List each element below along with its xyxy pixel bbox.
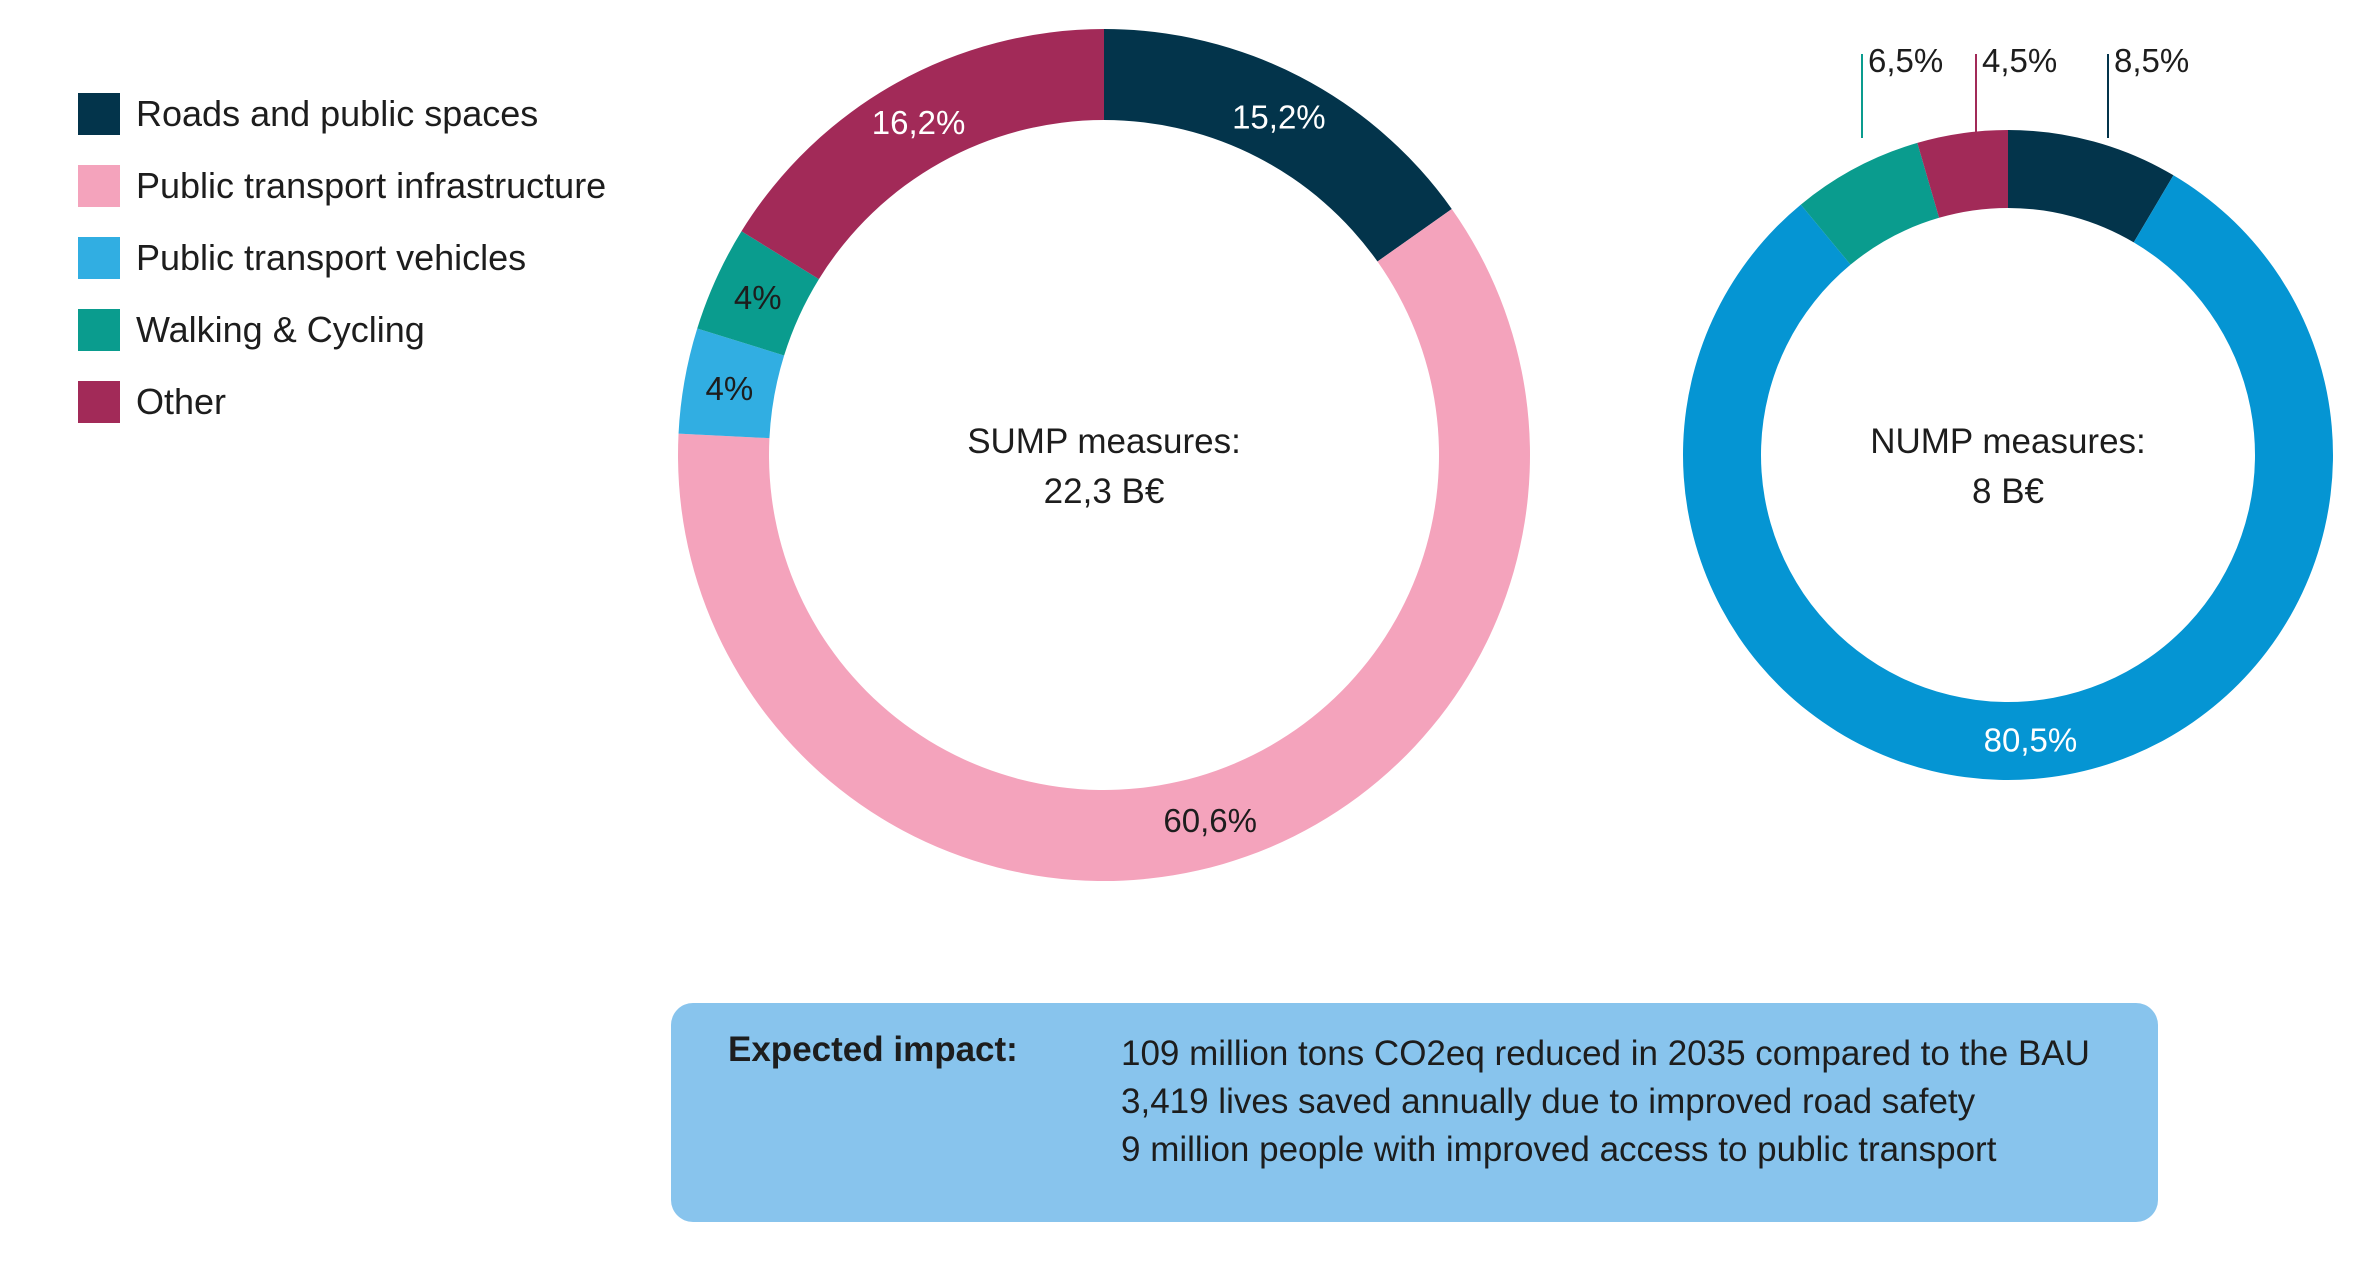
legend-swatch xyxy=(78,237,120,279)
slice-label: 8,5% xyxy=(2114,42,2189,79)
legend-swatch xyxy=(78,93,120,135)
legend-item-other: Other xyxy=(78,366,606,438)
donut-slice-other xyxy=(741,29,1104,280)
legend: Roads and public spaces Public transport… xyxy=(78,78,606,438)
impact-lines: 109 million tons CO2eq reduced in 2035 c… xyxy=(1121,1030,2090,1174)
legend-item-walking-cycling: Walking & Cycling xyxy=(78,294,606,366)
legend-swatch xyxy=(78,381,120,423)
legend-label: Roads and public spaces xyxy=(136,93,539,134)
donut-slice-public-transport-vehicles xyxy=(678,328,785,439)
legend-label: Other xyxy=(136,381,227,422)
impact-line: 3,419 lives saved annually due to improv… xyxy=(1121,1082,1976,1121)
donut-slice-other xyxy=(1917,130,2008,218)
legend-item-roads: Roads and public spaces xyxy=(78,78,606,150)
legend-swatch xyxy=(78,309,120,351)
slice-label: 80,5% xyxy=(1984,722,2078,759)
legend-swatch xyxy=(78,165,120,207)
slice-label: 4% xyxy=(706,370,754,407)
center-label: NUMP measures: xyxy=(1870,422,2146,461)
slice-label: 4,5% xyxy=(1982,42,2057,79)
slice-label: 4% xyxy=(734,279,782,316)
center-label: 22,3 B€ xyxy=(1044,472,1165,511)
expected-impact-box: Expected impact: 109 million tons CO2eq … xyxy=(671,1003,2158,1222)
center-label: SUMP measures: xyxy=(967,422,1241,461)
legend-label: Walking & Cycling xyxy=(136,309,425,350)
legend-label: Public transport infrastructure xyxy=(136,165,607,206)
slice-label: 60,6% xyxy=(1163,802,1257,839)
impact-line: 109 million tons CO2eq reduced in 2035 c… xyxy=(1121,1034,2090,1073)
legend-label: Public transport vehicles xyxy=(136,237,527,278)
impact-line: 9 million people with improved access to… xyxy=(1121,1130,1997,1169)
legend-item-pt-vehicles: Public transport vehicles xyxy=(78,222,606,294)
donut-slice-roads-and-public-spaces xyxy=(2008,130,2174,243)
donut-slice-walking-cycling xyxy=(1800,142,1940,265)
slice-label: 16,2% xyxy=(872,104,966,141)
legend-item-pt-infrastructure: Public transport infrastructure xyxy=(78,150,606,222)
slice-label: 6,5% xyxy=(1868,42,1943,79)
donut-slice-roads-and-public-spaces xyxy=(1104,29,1452,262)
donut-slice-walking-cycling xyxy=(697,231,819,356)
donut-slice-public-transport-infrastructure xyxy=(678,208,1530,881)
slice-label: 15,2% xyxy=(1232,99,1326,136)
impact-title: Expected impact: xyxy=(728,1030,1018,1069)
center-label: 8 B€ xyxy=(1972,472,2044,511)
